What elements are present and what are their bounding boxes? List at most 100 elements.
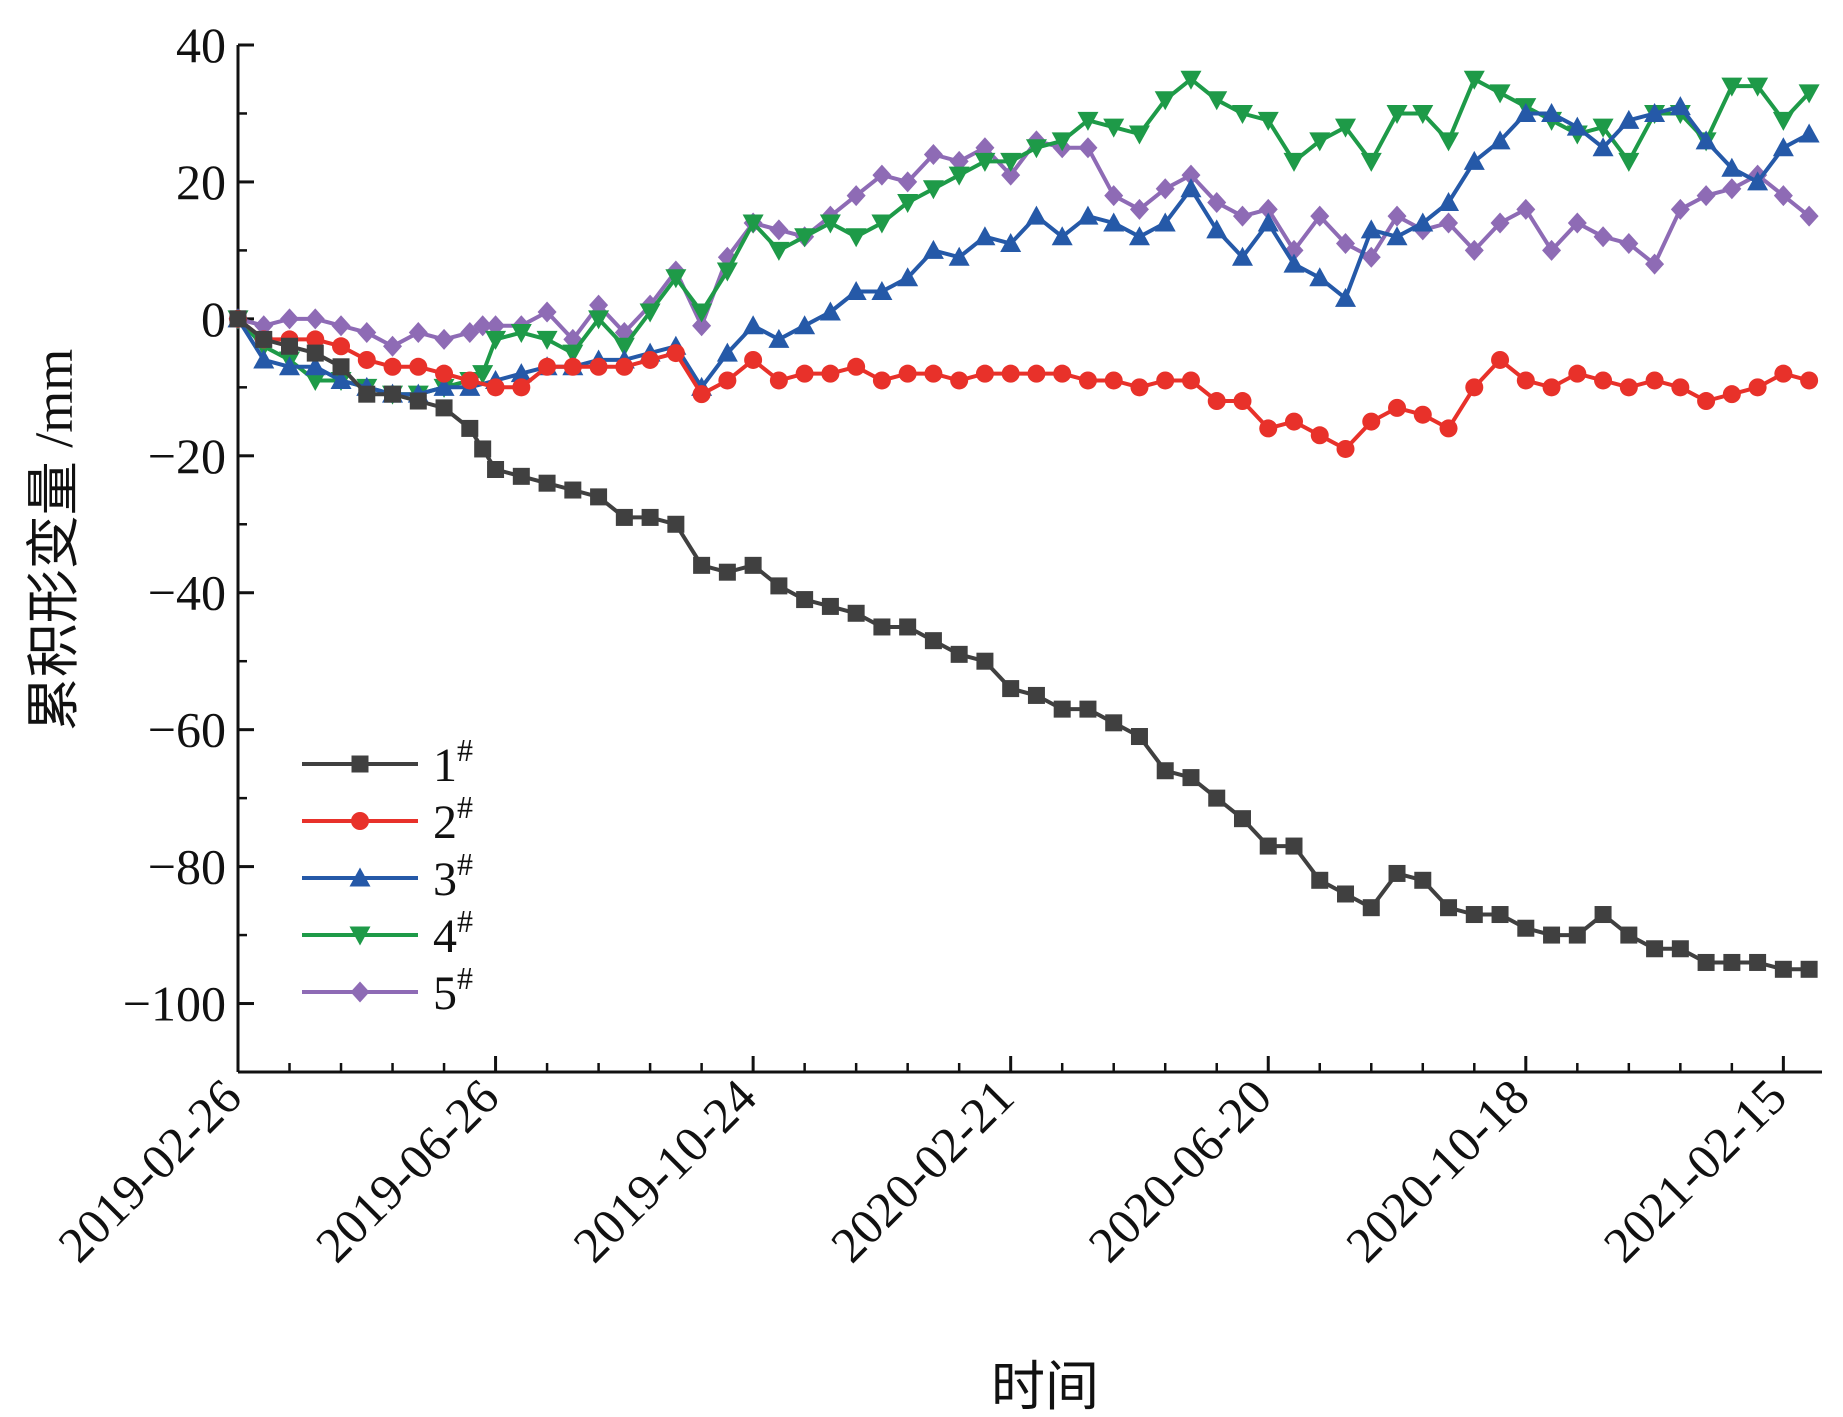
series-1-point [1156,762,1174,780]
series-3 [227,96,1820,403]
series-3-point [819,301,841,321]
legend-marker [351,755,369,773]
series-3-point [1386,226,1408,246]
series-1-point [332,358,350,376]
series-2-point [589,357,608,376]
series-2-point [692,385,711,404]
series-2-point [1336,439,1355,458]
series-1-point [1027,686,1045,704]
series-1-point [1388,864,1406,882]
series-3-point [1360,219,1382,239]
series-1-point [950,645,968,663]
series-4-point [1257,111,1279,131]
series-2-point [332,337,351,356]
series-1-point [1182,769,1200,787]
legend-marker [349,926,371,946]
x-axis-title: 时间 [991,1357,1099,1417]
series-2-point [1491,350,1510,369]
series-1-point [1233,810,1251,828]
series-3-point [1283,253,1305,273]
series-1-point [1362,899,1380,917]
series-3-point [1000,233,1022,253]
series-1-point [538,474,556,492]
series-2-point [306,330,325,349]
series-3-point [433,376,455,396]
series-4-point [1747,77,1769,97]
series-3-point [1231,246,1253,266]
series-1-point [976,652,994,670]
series-1 [229,310,1818,978]
series-2-point [1053,364,1072,383]
series-3-point [1309,267,1331,287]
series-3-point [1025,205,1047,225]
series-3-point [1438,191,1460,211]
series-2-point [563,357,582,376]
series-3-point [1798,123,1820,143]
series-5-point [1310,205,1330,227]
series-2-point [872,371,891,390]
series-2-point [512,378,531,397]
series-3-point [279,356,301,376]
series-4-point [845,228,867,248]
series-5-point [1593,226,1613,248]
series-1-point [435,399,453,417]
series-4-point [510,324,532,344]
series-3-point [768,328,790,348]
series-1-point [590,488,608,506]
series-1-point [512,467,530,485]
series-1-point [924,632,942,650]
series-4-point [1489,84,1511,104]
series-3-point [1772,137,1794,157]
series-3-point [1566,116,1588,136]
series-4-point [922,180,944,200]
series-2-point [1542,378,1561,397]
series-5-point [408,322,428,344]
series-5-point [1439,212,1459,234]
legend-item-1: 1# [302,732,473,792]
series-3-point [1206,219,1228,239]
series-2-point [1748,378,1767,397]
series-5-point [692,315,712,337]
series-1-point [615,508,633,526]
legend-label: 4# [433,903,473,963]
series-3-point [922,239,944,259]
series-4-point [304,371,326,391]
series-5-point [1078,137,1098,159]
series-1-point [1285,837,1303,855]
series-3-point [1154,212,1176,232]
series-2-point [795,364,814,383]
series-1-point [1311,871,1329,889]
series-3-point [1412,212,1434,232]
series-1-point [1053,700,1071,718]
series-2-point [1027,364,1046,383]
series-3-point [716,342,738,362]
series-1-point [1800,960,1818,978]
legend-marker [349,867,371,887]
series-1-point [461,419,479,437]
series-3-point [1618,109,1640,129]
series-1-point [1749,953,1767,971]
series-2-point [1671,378,1690,397]
series-4-point [1025,139,1047,159]
series-4-point [768,241,790,261]
series-3-point [974,226,996,246]
series-5-point [1722,178,1742,200]
series-4-point [1386,104,1408,124]
y-tick-label: −40 [148,565,226,621]
series-2-point [718,371,737,390]
series-2-point [409,357,428,376]
series-4-point [794,228,816,248]
series-5-point [1387,205,1407,227]
series-2-point [1104,371,1123,390]
series-4-point [974,152,996,172]
series-5-point [1696,185,1716,207]
series-1-point [718,563,736,581]
series-2-point [435,364,454,383]
series-3-point [510,363,532,383]
series-1-point [1079,700,1097,718]
series-2-point [357,350,376,369]
series-5-point [1181,164,1201,186]
series-2-point [1413,405,1432,424]
series-4-point [472,365,494,385]
series-4-point [1438,132,1460,152]
